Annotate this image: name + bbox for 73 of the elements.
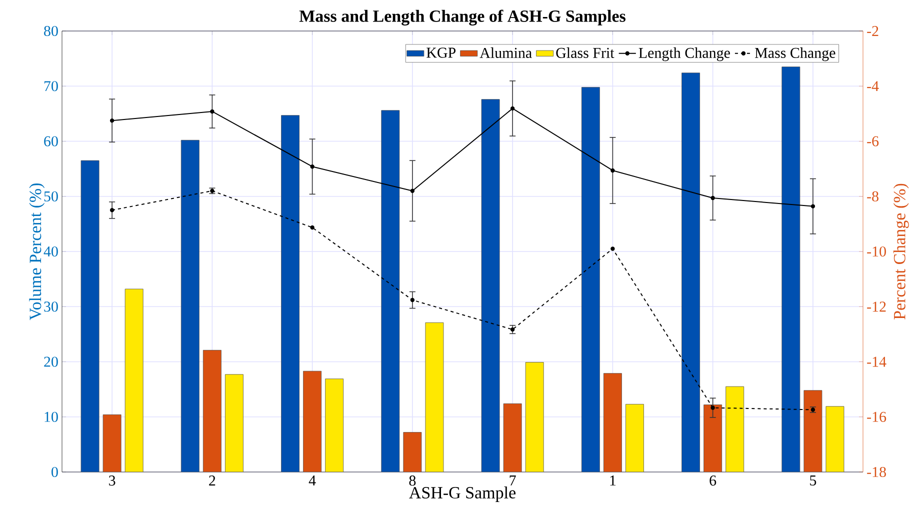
y2-tick-label: -16 xyxy=(867,412,886,422)
point xyxy=(710,406,715,410)
x-tick-label: 6 xyxy=(710,476,716,486)
bar xyxy=(525,362,544,472)
point xyxy=(510,327,515,332)
bar xyxy=(581,87,600,472)
x-tick-label: 7 xyxy=(510,476,516,486)
bar xyxy=(325,378,344,472)
point xyxy=(410,188,415,193)
y2-tick-label: -2 xyxy=(867,26,878,36)
bar xyxy=(124,288,144,472)
y2-tick-label: -18 xyxy=(867,466,886,478)
bar xyxy=(80,160,100,472)
point xyxy=(110,208,114,212)
y2-tick-label: -8 xyxy=(867,191,878,202)
point xyxy=(310,164,314,169)
point xyxy=(810,204,816,208)
x-axis-title: ASH-G Sample xyxy=(409,486,516,502)
x-tick-label: 1 xyxy=(610,476,616,486)
point xyxy=(610,168,615,173)
point xyxy=(410,298,415,302)
bar xyxy=(403,432,422,472)
bar xyxy=(782,66,800,472)
point xyxy=(610,246,615,251)
bar xyxy=(180,140,200,472)
bar xyxy=(281,115,300,472)
x-tick-label: 4 xyxy=(308,476,316,486)
x-tick-label: 2 xyxy=(209,476,216,486)
bar xyxy=(503,403,522,472)
y-tick-label: 50 xyxy=(44,191,58,202)
bar xyxy=(202,350,222,472)
y-tick-label: 10 xyxy=(44,412,58,422)
bar xyxy=(425,322,444,472)
y2-axis-title: Percent Change (%) xyxy=(893,184,909,320)
x-tick-label: 8 xyxy=(409,476,416,486)
bar xyxy=(102,414,122,472)
point xyxy=(110,118,114,123)
y2-tick-label: -12 xyxy=(867,302,886,312)
legend-label: KGP xyxy=(426,48,456,58)
y-tick-label: 60 xyxy=(44,136,58,146)
y2-tick-label: -6 xyxy=(867,136,879,146)
bar xyxy=(626,404,644,472)
bar xyxy=(826,406,844,472)
y2-tick-label: -4 xyxy=(867,81,879,92)
bar xyxy=(682,72,700,472)
point xyxy=(710,196,715,200)
y2-tick-label: -14 xyxy=(867,356,886,367)
x-tick-label: 5 xyxy=(810,476,816,486)
y-tick-label: 40 xyxy=(44,246,58,257)
legend-label: Length Change xyxy=(638,47,730,62)
bar xyxy=(381,110,400,472)
bar xyxy=(603,373,622,472)
bar xyxy=(303,370,322,472)
legend-label: Alumina xyxy=(480,47,532,58)
y-tick-label: 30 xyxy=(44,302,58,312)
chart-title: Mass and Length Change of ASH-G Samples xyxy=(299,10,626,26)
point xyxy=(310,225,314,230)
bar xyxy=(481,99,500,472)
y-tick-label: 70 xyxy=(44,81,58,92)
y-axis-title: Volume Percent (%) xyxy=(29,183,45,320)
point xyxy=(210,109,214,114)
x-tick-label: 3 xyxy=(109,476,116,486)
y2-tick-label: -10 xyxy=(867,246,886,257)
bar xyxy=(225,374,244,472)
bar xyxy=(704,404,722,472)
y-tick-label: 0 xyxy=(52,466,58,478)
legend-label: Mass Change xyxy=(754,47,836,62)
point xyxy=(510,106,515,111)
bar xyxy=(726,386,744,472)
bar xyxy=(804,390,822,472)
y-tick-label: 80 xyxy=(44,26,58,36)
legend-label: Glass Frit xyxy=(556,47,614,58)
y-tick-label: 20 xyxy=(44,356,58,367)
